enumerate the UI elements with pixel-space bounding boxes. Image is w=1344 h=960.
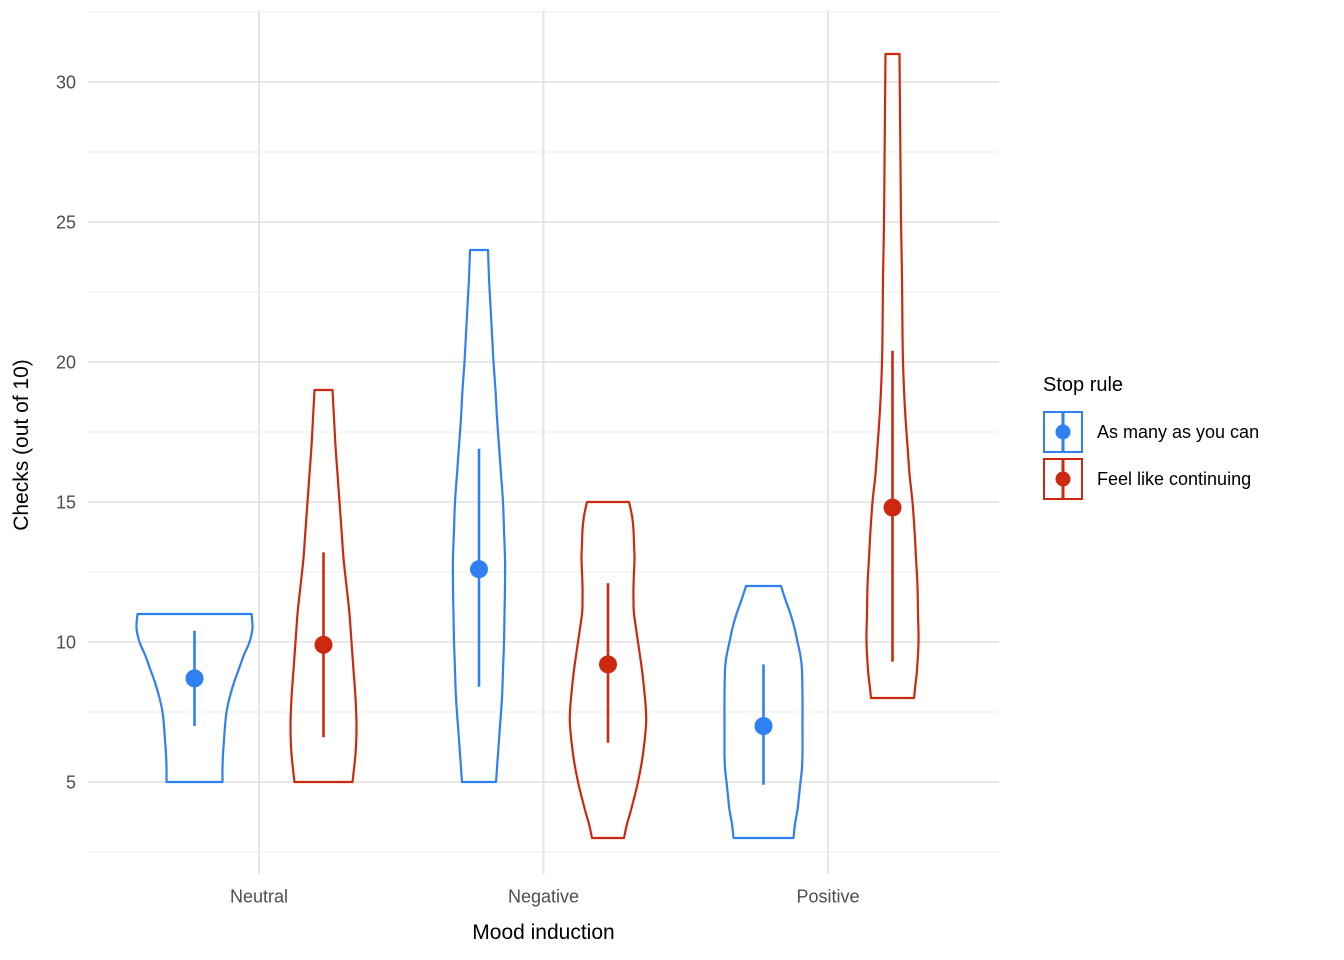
legend-entry-feel-like-continuing: Feel like continuing [1043, 458, 1259, 500]
y-tick-label: 30 [56, 72, 76, 92]
mean-point-positive-feel-like-continuing [883, 498, 902, 517]
violin-neutral-as-many-as-you-can [135, 612, 254, 784]
y-tick-label: 25 [56, 212, 76, 232]
violin-positive-as-many-as-you-can [723, 584, 804, 840]
y-tick-label: 15 [56, 492, 76, 512]
violin-negative-as-many-as-you-can [451, 248, 507, 784]
mean-point-negative-as-many-as-you-can [470, 560, 488, 579]
y-tick-label: 20 [56, 352, 76, 372]
x-tick-label: Positive [796, 886, 859, 906]
y-tick-label: 5 [66, 772, 76, 792]
pointrange-key-icon [1043, 411, 1083, 453]
mean-point-neutral-as-many-as-you-can [185, 669, 204, 688]
y-axis-title: Checks (out of 10) [10, 359, 33, 531]
violin-positive-feel-like-continuing [865, 52, 920, 700]
y-axis-tick-labels: 5 10 15 20 25 30 [56, 72, 76, 792]
x-axis-tick-labels: Neutral Negative Positive [230, 886, 860, 906]
pointrange-key-icon [1043, 458, 1083, 500]
x-axis-title: Mood induction [472, 921, 614, 944]
legend-entry-as-many-as-you-can: As many as you can [1043, 411, 1259, 453]
mean-point-negative-feel-like-continuing [599, 655, 617, 674]
violin-neutral-feel-like-continuing [289, 388, 358, 784]
y-tick-label: 10 [56, 632, 76, 652]
mean-point-neutral-feel-like-continuing [314, 635, 333, 654]
violin-negative-feel-like-continuing [568, 500, 648, 840]
violins-layer [135, 52, 920, 840]
legend-title: Stop rule [1043, 374, 1124, 396]
x-tick-label: Negative [508, 886, 579, 906]
legend-label: Feel like continuing [1097, 468, 1252, 489]
x-tick-label: Neutral [230, 886, 288, 906]
pointranges-layer [185, 350, 902, 785]
legend-label: As many as you can [1097, 421, 1260, 442]
major-gridlines [88, 10, 999, 874]
mean-point-positive-as-many-as-you-can [754, 717, 773, 735]
legend: Stop rule As many as you can Feel like c… [1043, 374, 1259, 505]
